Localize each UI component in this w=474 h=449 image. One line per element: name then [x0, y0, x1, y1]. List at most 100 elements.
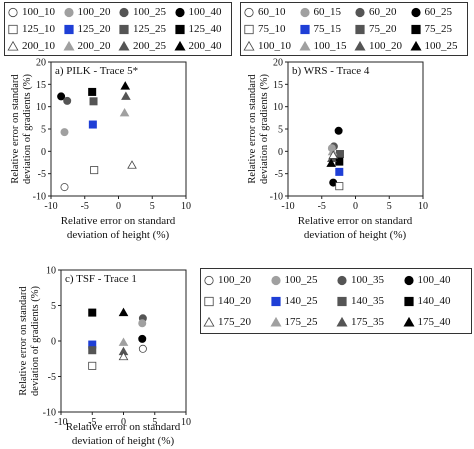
legend-marker [63, 7, 74, 17]
square-marker-icon [244, 24, 254, 35]
data-point [326, 158, 337, 167]
x-tick-label: -10 [54, 417, 67, 428]
square-marker-icon [8, 24, 18, 35]
x-tick-label: 5 [387, 201, 392, 212]
data-point [90, 166, 99, 175]
y-axis-label: Relative error on standard [18, 286, 29, 396]
legend-marker [269, 317, 282, 327]
legend-marker [403, 275, 414, 285]
data-point [335, 182, 344, 191]
legend-label: 75_10 [258, 22, 286, 35]
legend-label: 100_15 [313, 40, 347, 53]
legend-marker [119, 7, 129, 17]
square-marker-icon [337, 296, 347, 307]
data-point [88, 308, 97, 317]
data-point [119, 107, 130, 117]
chart-panel-b: -10 -5 0 5 10 -10 -5 0 5 10 15 20 b) WRS - Trace 4 Re… [247, 58, 428, 242]
triangle-marker-icon [243, 41, 255, 51]
legend-item: 100_25 [409, 40, 466, 52]
legend-item: 100_40 [174, 6, 230, 18]
x-tick-label: 10 [181, 201, 191, 212]
legend-marker [119, 24, 129, 35]
legend-item: 175_25 [269, 316, 337, 329]
data-point [60, 128, 69, 137]
legend-marker [354, 41, 366, 51]
y-tick-label: 15 [273, 80, 283, 91]
legend-marker [402, 317, 415, 327]
legend-item: 60_10 [243, 6, 299, 18]
legend-item: 125_40 [174, 23, 230, 35]
legend-item: 175_35 [336, 316, 403, 328]
data-point [118, 337, 129, 346]
legend-item: 100_20 [203, 274, 270, 286]
legend-label: 125_25 [133, 22, 166, 35]
square-marker-icon [204, 296, 214, 307]
legend-label: 175_25 [284, 316, 318, 329]
y-axis-label: deviation of gradients (%) [30, 286, 41, 396]
data-point [138, 344, 147, 353]
circle-marker-icon [337, 275, 347, 285]
triangle-marker-icon [118, 41, 130, 51]
legend-marker [174, 24, 185, 35]
legend-item: 200_10 [7, 40, 63, 52]
panel-annotation: b) WRS - Trace 4 [292, 65, 370, 77]
legend-marker [8, 24, 18, 35]
legend-marker [337, 275, 347, 285]
legend-label: 60_25 [424, 5, 453, 18]
legend-marker [243, 41, 255, 51]
legend-item: 100_20 [63, 6, 119, 18]
legend-label: 60_20 [369, 5, 397, 18]
legend-panel-a: 100_10 100_20 100_25 100_40 125_10 125_20 125_… [4, 2, 232, 56]
legend-marker [410, 24, 421, 35]
data-point [120, 81, 131, 90]
data-point [118, 307, 129, 317]
legend-label: 100_25 [133, 5, 166, 18]
legend-marker [337, 296, 347, 307]
legend-item: 100_40 [403, 274, 470, 286]
legend-label: 100_10 [258, 40, 291, 53]
data-point [88, 120, 97, 129]
y-tick-label: 20 [36, 58, 46, 69]
legend-label: 100_10 [22, 5, 55, 18]
y-tick-label: 10 [36, 102, 46, 113]
legend-item: 100_15 [298, 40, 355, 53]
y-tick-label: -10 [33, 192, 46, 203]
data-point [88, 346, 97, 355]
x-tick-label: 10 [181, 417, 191, 428]
legend-label: 75_25 [424, 22, 453, 35]
x-axis-label: deviation of height (%) [72, 435, 175, 447]
y-tick-label: -5 [38, 169, 46, 180]
y-tick-label: -5 [48, 372, 56, 383]
circle-marker-icon [355, 7, 365, 17]
triangle-marker-icon [298, 41, 311, 51]
circle-marker-icon [270, 275, 281, 285]
legend-item: 100_20 [354, 40, 410, 52]
legend-marker [336, 317, 348, 327]
circle-marker-icon [63, 7, 74, 17]
x-axis-label: Relative error on standard [66, 421, 181, 433]
legend-marker [63, 24, 74, 35]
circle-marker-icon [410, 7, 421, 17]
legend-item: 60_20 [354, 6, 410, 18]
triangle-marker-icon [354, 41, 366, 51]
square-marker-icon [299, 24, 310, 35]
x-tick-label: -5 [318, 201, 326, 212]
data-point [334, 126, 343, 135]
legend-item: 100_25 [270, 274, 337, 286]
legend-item: 200_25 [118, 40, 174, 52]
legend-marker [174, 7, 185, 17]
circle-marker-icon [244, 7, 254, 17]
legend-marker [299, 7, 310, 17]
circle-marker-icon [299, 7, 310, 17]
x-axis-label: Relative error on standard [61, 215, 176, 227]
x-axis-label: deviation of height (%) [304, 229, 407, 241]
data-point [57, 92, 66, 101]
legend-label: 75_15 [313, 22, 342, 35]
triangle-marker-icon [62, 41, 75, 51]
legend-item: 60_15 [299, 6, 355, 18]
legend-label: 60_15 [313, 5, 342, 18]
x-tick-label: 5 [152, 417, 157, 428]
legend-label: 200_25 [133, 40, 166, 53]
y-tick-label: 5 [278, 125, 283, 136]
